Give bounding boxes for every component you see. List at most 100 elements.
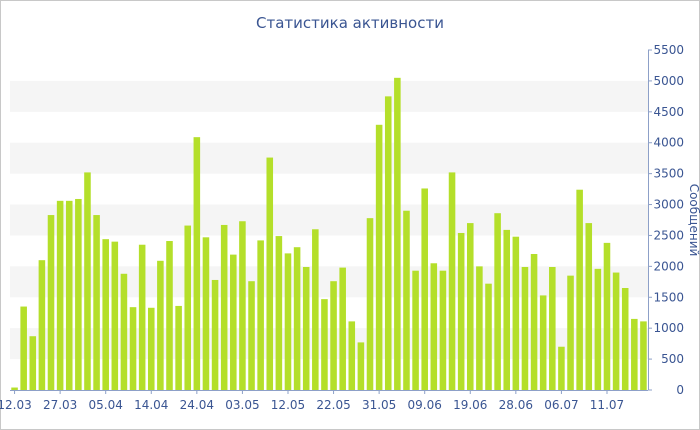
x-tick-label: 06.07	[544, 398, 578, 412]
bar	[56, 200, 64, 390]
x-tick-label: 03.05	[225, 398, 259, 412]
bar	[485, 283, 492, 390]
bar	[339, 267, 346, 390]
y-tick-label: 4000	[653, 136, 684, 150]
bar	[175, 305, 182, 390]
bar	[494, 213, 501, 390]
bar	[640, 321, 647, 390]
bar	[476, 266, 483, 390]
bar	[348, 321, 356, 390]
y-tick-labels: 0 500 1000 1500 2000 2500 3000 3500 4000 4500 5000…	[648, 43, 684, 397]
bar	[293, 247, 301, 390]
bar	[603, 242, 611, 390]
grid-bands	[10, 80, 648, 360]
bar	[248, 281, 255, 390]
bar	[457, 232, 465, 390]
bar	[138, 244, 146, 390]
x-tick-label: 24.04	[180, 398, 214, 412]
bar	[539, 295, 547, 390]
y-tick-label: 0	[676, 383, 684, 397]
bar	[558, 346, 565, 390]
bar	[266, 157, 274, 390]
axes	[10, 50, 649, 391]
x-tick-labels: 12.03 27.03 05.04 14.04 24.04 03.05 12.05 22.05…	[0, 390, 624, 412]
bar	[11, 387, 18, 390]
bar	[65, 200, 73, 390]
bar	[594, 268, 602, 390]
bars	[11, 77, 647, 391]
x-tick-label: 27.03	[43, 398, 77, 412]
y-tick-label: 2000	[653, 259, 684, 273]
x-tick-label: 28.06	[499, 398, 533, 412]
grid-band	[10, 204, 648, 236]
y-tick-label: 1000	[653, 321, 684, 335]
bar	[166, 241, 173, 390]
x-tick-label: 09.06	[408, 398, 442, 412]
bar	[412, 270, 419, 390]
bar	[512, 236, 520, 390]
bar	[549, 266, 556, 390]
bar	[239, 221, 246, 390]
bar	[321, 299, 328, 390]
bar	[102, 239, 109, 390]
y-axis-label: Сообщений	[687, 184, 700, 257]
bar	[302, 266, 310, 390]
bar	[521, 266, 529, 390]
bar	[120, 273, 128, 390]
bar	[567, 275, 574, 390]
bar	[275, 236, 283, 390]
x-tick-label: 12.05	[271, 398, 305, 412]
grid-band	[10, 142, 648, 174]
bar	[330, 281, 337, 390]
bar	[111, 241, 119, 390]
bar	[184, 225, 192, 390]
x-tick-label: 11.07	[590, 398, 624, 412]
bar	[621, 288, 629, 390]
bar	[312, 229, 319, 390]
bar	[157, 260, 164, 390]
y-tick-label: 4500	[653, 105, 684, 119]
bar	[284, 253, 292, 390]
bar	[466, 223, 474, 390]
y-tick-label: 5500	[653, 43, 684, 57]
bar	[202, 237, 210, 390]
bar	[193, 137, 201, 390]
bar	[47, 215, 55, 390]
bar	[357, 342, 365, 390]
bar	[20, 306, 27, 390]
bar	[612, 272, 620, 390]
bar	[403, 210, 410, 390]
x-tick-label: 19.06	[453, 398, 487, 412]
bar	[93, 215, 100, 390]
y-tick-label: 3000	[653, 198, 684, 212]
x-tick-label: 14.04	[134, 398, 168, 412]
bar	[585, 223, 593, 390]
y-tick-label: 500	[661, 352, 684, 366]
x-tick-label: 22.05	[316, 398, 350, 412]
y-tick-label: 2500	[653, 228, 684, 242]
bar	[220, 224, 228, 390]
chart-title: Статистика активности	[256, 14, 444, 32]
bar	[631, 318, 638, 390]
x-tick-label: 12.03	[0, 398, 32, 412]
x-tick-label: 31.05	[362, 398, 396, 412]
bar	[147, 307, 155, 390]
bar	[430, 263, 438, 390]
bar	[530, 254, 538, 390]
bar	[75, 198, 82, 390]
bar	[29, 336, 37, 390]
bar	[375, 124, 383, 391]
x-tick-label: 05.04	[89, 398, 123, 412]
y-tick-label: 1500	[653, 290, 684, 304]
bar	[230, 254, 237, 390]
bar	[84, 172, 91, 390]
grid-band	[10, 80, 648, 112]
bar	[576, 189, 583, 390]
bar	[38, 260, 46, 390]
bar	[421, 188, 428, 390]
bar	[129, 307, 137, 390]
y-tick-label: 5000	[653, 74, 684, 88]
bar	[211, 279, 219, 390]
y-tick-label: 3500	[653, 167, 684, 181]
